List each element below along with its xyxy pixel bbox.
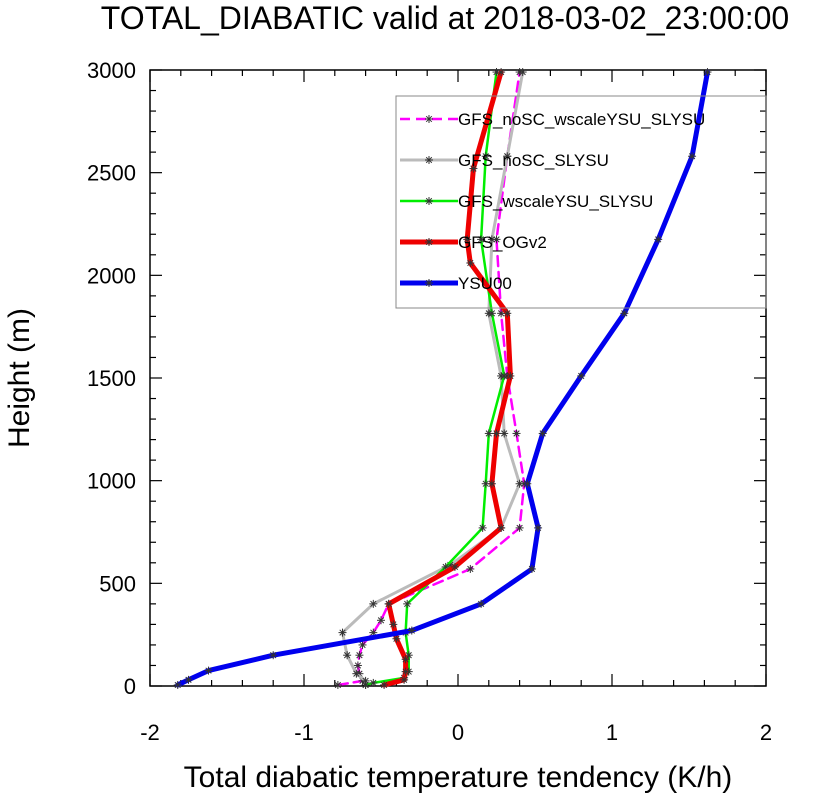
- data-point: [425, 279, 433, 287]
- data-point: [369, 678, 378, 687]
- y-tick-label: 500: [99, 571, 136, 596]
- data-point: [484, 429, 493, 438]
- data-point: [333, 680, 342, 689]
- data-point: [497, 68, 506, 77]
- y-tick-label: 3000: [87, 58, 136, 83]
- legend: GFS_noSC_wscaleYSU_SLYSU GFS_noSC_SLYSU GF…: [395, 95, 767, 309]
- data-point: [500, 429, 509, 438]
- data-point: [538, 429, 547, 438]
- legend-frame: [395, 95, 767, 309]
- data-point: [487, 235, 496, 244]
- data-point: [361, 680, 370, 689]
- x-axis-label: Total diabatic temperature tendency (K/h…: [184, 761, 733, 794]
- legend-entry: GFS_noSC_wscaleYSU_SLYSU: [400, 110, 705, 129]
- data-point: [401, 667, 410, 676]
- data-point: [343, 651, 352, 660]
- legend-entry: GFS_OGv2: [400, 233, 547, 252]
- data-point: [487, 479, 496, 488]
- data-point: [620, 309, 629, 318]
- series-ysu00: [173, 68, 712, 689]
- x-tick-label: -2: [140, 720, 160, 745]
- data-point: [358, 640, 367, 649]
- data-point: [492, 429, 501, 438]
- x-tick-label: 1: [606, 720, 618, 745]
- data-point: [477, 599, 486, 608]
- legend-label: GFS_OGv2: [458, 233, 547, 252]
- data-point: [503, 309, 512, 318]
- data-point: [425, 156, 433, 164]
- legend-entry: YSU00: [400, 274, 512, 293]
- y-tick-label: 1000: [87, 469, 136, 494]
- axes: -2 -1 0 1 2 0 500 1000 1500 2000 2500 3000: [87, 58, 772, 745]
- data-point: [492, 235, 501, 244]
- data-point: [269, 651, 278, 660]
- x-tick-label: -1: [294, 720, 314, 745]
- y-tick-label: 2500: [87, 161, 136, 186]
- data-point: [487, 309, 496, 318]
- data-point: [338, 628, 347, 637]
- data-point: [466, 259, 475, 268]
- data-point: [654, 235, 663, 244]
- data-point: [425, 238, 433, 246]
- legend-label: GFS_wscaleYSU_SLYSU: [458, 192, 653, 211]
- legend-entry: GFS_wscaleYSU_SLYSU: [400, 192, 653, 211]
- data-point: [380, 680, 389, 689]
- x-tick-label: 0: [452, 720, 464, 745]
- data-point: [355, 651, 364, 660]
- data-point: [577, 371, 586, 380]
- x-tick-label: 2: [760, 720, 772, 745]
- legend-label: YSU00: [458, 274, 512, 293]
- legend-label: GFS_noSC_wscaleYSU_SLYSU: [458, 110, 705, 129]
- series-layer: [173, 68, 712, 689]
- data-point: [512, 429, 521, 438]
- data-point: [425, 197, 433, 205]
- data-point: [481, 152, 490, 161]
- data-point: [527, 564, 536, 573]
- data-point: [503, 152, 512, 161]
- y-tick-label: 2000: [87, 263, 136, 288]
- chart-title: TOTAL_DIABATIC valid at 2018-03-02_23:00…: [101, 0, 789, 36]
- data-point: [466, 564, 475, 573]
- data-point: [688, 152, 697, 161]
- series-gfs-ogv2: [380, 68, 515, 689]
- data-point: [377, 616, 385, 625]
- data-point: [450, 562, 459, 571]
- data-point: [703, 68, 712, 77]
- data-point: [534, 523, 543, 532]
- legend-entry: GFS_noSC_SLYSU: [400, 151, 609, 170]
- data-point: [518, 68, 527, 77]
- data-point: [477, 235, 486, 244]
- legend-label: GFS_noSC_SLYSU: [458, 151, 609, 170]
- data-point: [515, 523, 524, 532]
- data-point: [369, 599, 378, 608]
- data-point: [497, 523, 506, 532]
- data-point: [401, 655, 410, 664]
- y-axis-label: Height (m): [3, 308, 36, 448]
- data-point: [469, 164, 478, 173]
- data-point: [506, 371, 515, 380]
- y-tick-label: 0: [124, 674, 136, 699]
- y-tick-label: 1500: [87, 366, 136, 391]
- data-point: [392, 634, 401, 643]
- data-point: [389, 620, 398, 629]
- data-point: [407, 626, 416, 635]
- data-point: [463, 235, 472, 244]
- data-point: [425, 115, 433, 123]
- data-point: [173, 680, 182, 689]
- data-point: [403, 599, 412, 608]
- data-point: [184, 675, 193, 684]
- data-point: [478, 523, 487, 532]
- data-point: [353, 661, 362, 670]
- series-line: [175, 69, 710, 688]
- data-point: [352, 669, 361, 678]
- data-point: [515, 479, 524, 488]
- data-point: [400, 675, 409, 684]
- data-point: [204, 666, 213, 675]
- data-point: [523, 479, 532, 488]
- data-point: [384, 599, 393, 608]
